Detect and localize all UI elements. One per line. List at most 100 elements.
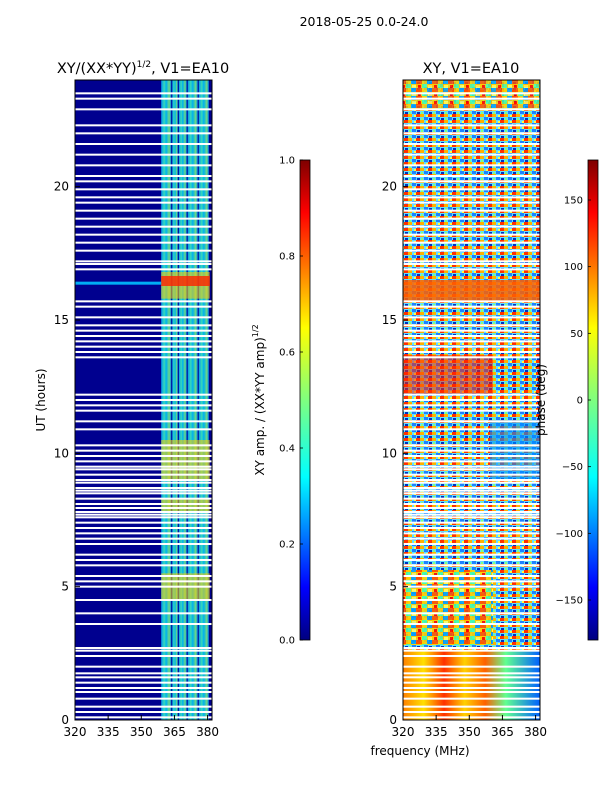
panel2-flag-gap [403,249,540,252]
panel1-flag-gap [75,201,212,204]
panel1-flag-gap [75,263,212,265]
panel1-flag-gap [75,143,212,145]
panel1-flag-gap [75,340,212,343]
panel1-ylabel: UT (hours) [34,368,48,431]
panel2-flag-gap [403,492,540,495]
panel2-xtick-label: 320 [392,725,415,739]
panel2-flag-gap [403,260,540,263]
panel1-flag-gap [75,543,212,545]
panel2-ytick-label: 10 [382,446,397,460]
panel2-flag-gap [403,647,540,649]
panel1-ytick-label: 5 [61,580,69,594]
panel2-flag-gap [403,516,540,519]
panel2-flag-gap [403,537,540,540]
panel2-flag-gap [403,92,540,95]
panel1-flag-gap [75,428,212,431]
panel1-flag-gap [75,268,212,271]
panel1-flag-gap [75,647,212,649]
panel1-flag-gap [75,623,212,625]
colorbar1-label-main: XY amp. / (XX*YY amp) [253,337,267,475]
colorbar1-tick-label: 0.4 [279,444,295,455]
panel2-flag-gap [403,507,540,509]
panel2-flag-gap [403,175,540,177]
panel1-flag-gap [75,249,212,252]
panel1-xtick-label: 380 [196,725,219,739]
panel2-flag-gap [403,612,540,615]
panel2-flag-gap [403,444,540,447]
panel1-ytick-label: 15 [54,313,69,327]
panel2-flag-gap [403,209,540,212]
panel1-flag-gap [75,460,212,463]
panel1-flag-gap [75,564,212,567]
panel2-mid-block [403,570,493,645]
panel1-flag-gap [75,585,212,588]
panel2-flag-gap [403,97,540,100]
panel1-flag-gap [75,132,212,135]
panel1-flag-gap [75,335,212,337]
panel1-flag-gap [75,481,212,484]
colorbar1-label: XY amp. / (XX*YY amp)1/2 [251,324,267,475]
panel2-flag-gap [403,705,540,708]
panel2-ytick-label: 5 [389,580,397,594]
panel1-flag-gap [75,305,212,308]
colorbar1-tick-label: 0.0 [279,636,295,647]
panel1-flag-gap [75,316,212,319]
panel2-flag-gap [403,559,540,561]
panel1-flag-gap [75,559,212,561]
panel2-flag-gap [403,681,540,684]
panel1-flag-gap [75,345,212,348]
panel1-flag-gap [75,300,212,303]
panel1-flag-gap [75,697,212,700]
panel1-flag-gap [75,241,212,244]
panel1-flag-gap [75,479,212,481]
panel1-flag-gap [75,691,212,693]
panel1-flag-gap [75,188,212,191]
colorbar1 [299,159,311,641]
panel2-red-band [403,280,540,302]
panel2-flag-gap [403,188,540,191]
panel1-strong-signal-region [161,498,210,512]
panel2-flag-gap [403,409,540,412]
panel1-flag-gap [75,711,212,713]
panel2-flag-gap [403,511,540,513]
panel1-flag-gap [75,209,212,212]
panel2-flag-gap [403,164,540,167]
panel1-flag-gap [75,553,212,556]
panel2-flag-gap [403,543,540,545]
panel1-flag-gap [75,676,212,679]
panel1-flag-gap [75,196,212,199]
panel2-flag-gap [403,300,540,303]
panel2-flag-gap [403,687,540,689]
panel1-ytick-label: 0 [61,713,69,727]
panel2-flag-gap [403,335,540,337]
panel2-xtick-label: 365 [491,725,514,739]
colorbar1-tick-label: 0.8 [279,252,295,263]
panel1-flag-gap [75,516,212,519]
panel2-flag-gap [403,225,540,228]
panel2-flag-gap [403,340,540,343]
panel2-flag-gap [403,460,540,463]
panel1-flag-gap [75,399,212,401]
panel1-flag-gap [75,233,212,236]
panel1-flag-gap [75,507,212,509]
colorbar1-tick-label: 1.0 [279,156,295,167]
colorbar1-tick-label: 0.2 [279,540,295,551]
panel1-flag-gap [75,351,212,353]
colorbar1-label-sup: 1/2 [251,324,260,337]
panel1-flag-gap [75,487,212,489]
panel1-flag-gap [75,532,212,535]
panel2-lower-block [403,650,540,720]
panel1-flag-gap [75,449,212,452]
panel2-flag-gap [403,691,540,693]
panel1-title-suffix: , V1=EA10 [151,61,229,77]
panel2-flag-gap [403,623,540,625]
panel2-flag-gap [403,468,540,471]
panel1-title-main: XY/(XX*YY) [57,61,137,77]
panel1-flag-gap [75,420,212,423]
panel2-heatmap [403,80,540,720]
panel2-ytick-label: 0 [389,713,397,727]
panel1-flag-gap [75,164,212,167]
panel2-flag-gap [403,527,540,529]
panel1-flag-gap [75,97,212,100]
